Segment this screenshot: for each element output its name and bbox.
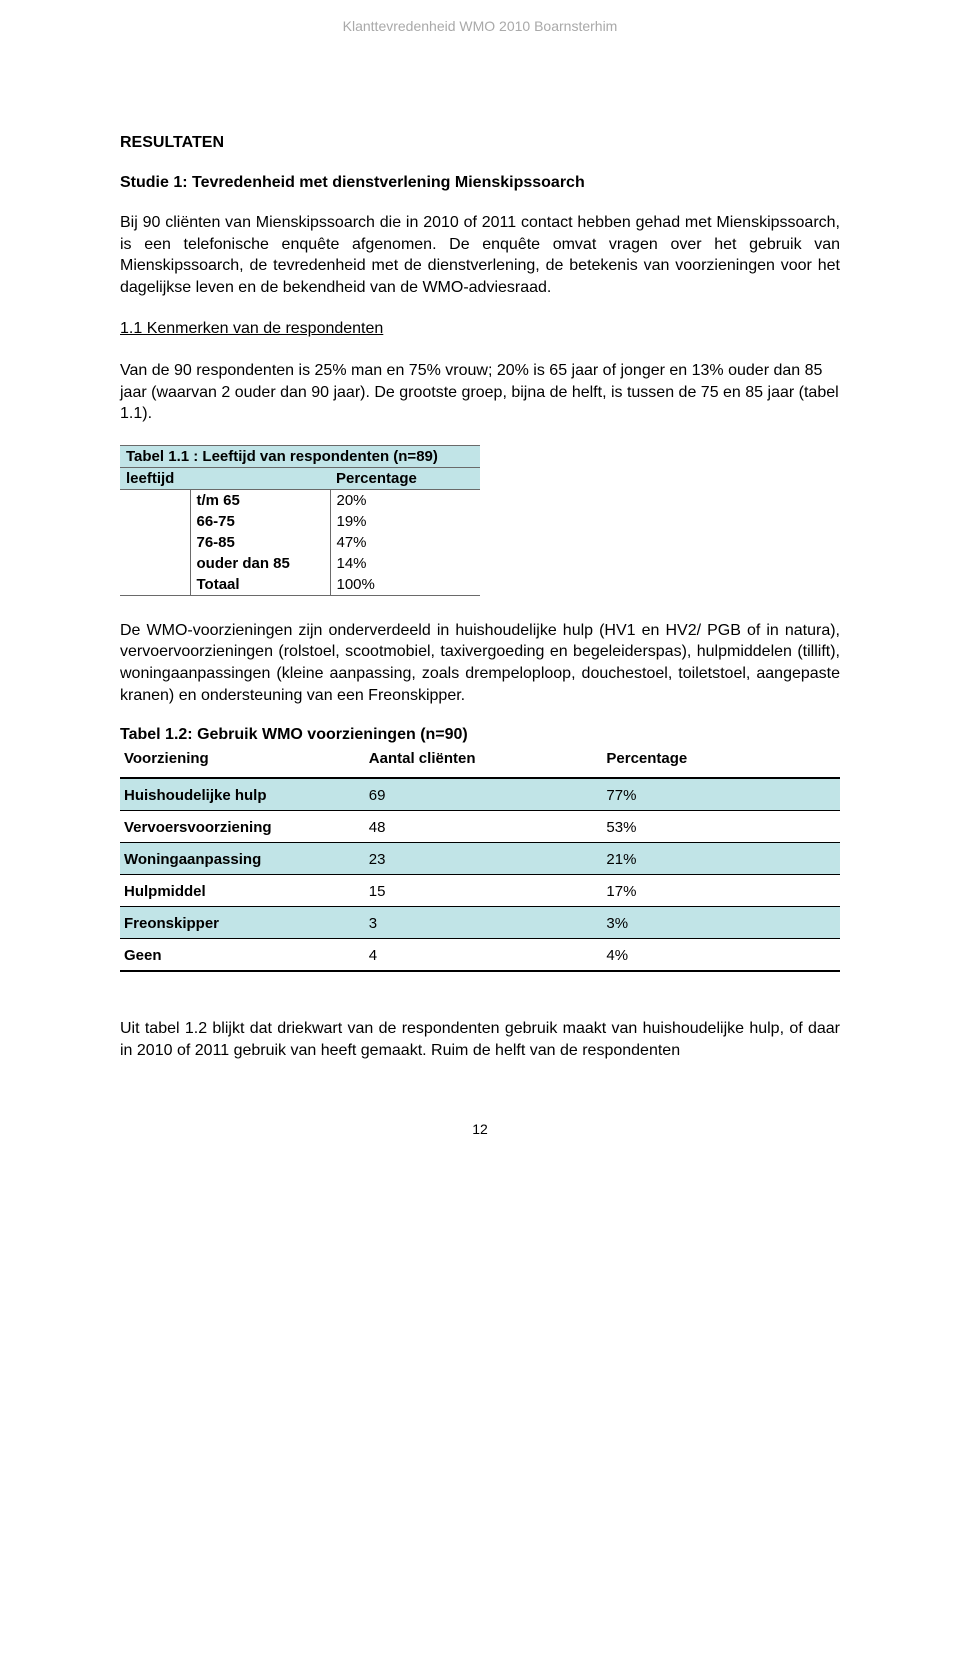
table-cell: 20% xyxy=(330,489,480,511)
table-cell: 14% xyxy=(330,553,480,574)
table-cell: 23 xyxy=(365,843,603,875)
paragraph-intro: Bij 90 cliënten van Mienskipssoarch die … xyxy=(120,212,840,298)
table-row: Huishoudelijke hulp xyxy=(120,778,365,811)
table-cell: 4 xyxy=(365,939,603,972)
table-cell: 47% xyxy=(330,532,480,553)
table-cell: 53% xyxy=(602,811,840,843)
table-1-1-head-leeftijd: leeftijd xyxy=(120,467,330,489)
paragraph-respondents: Van de 90 respondenten is 25% man en 75%… xyxy=(120,360,840,425)
table-row: 66-75 xyxy=(190,511,330,532)
table-cell: 100% xyxy=(330,574,480,596)
table-cell: 21% xyxy=(602,843,840,875)
table-cell: 48 xyxy=(365,811,603,843)
table-row: Woningaanpassing xyxy=(120,843,365,875)
table-1-2: Voorziening Aantal cliënten Percentage H… xyxy=(120,750,840,972)
table-cell: 4% xyxy=(602,939,840,972)
table-cell: 77% xyxy=(602,778,840,811)
table-1-2-head-aantal: Aantal cliënten xyxy=(365,750,603,778)
table-row: Vervoersvoorziening xyxy=(120,811,365,843)
table-row: Freonskipper xyxy=(120,907,365,939)
table-row: Geen xyxy=(120,939,365,972)
table-cell: 69 xyxy=(365,778,603,811)
section-title: RESULTATEN xyxy=(120,134,840,152)
table-1-2-caption: Tabel 1.2: Gebruik WMO voorzieningen (n=… xyxy=(120,726,840,744)
table-1-2-head-percentage: Percentage xyxy=(602,750,840,778)
table-1-1: Tabel 1.1 : Leeftijd van respondenten (n… xyxy=(120,445,480,596)
table-row: Totaal xyxy=(190,574,330,596)
table-cell: 17% xyxy=(602,875,840,907)
paragraph-wmo-voorzieningen: De WMO-voorzieningen zijn onderverdeeld … xyxy=(120,620,840,706)
table-row: Hulpmiddel xyxy=(120,875,365,907)
subsection-title: Studie 1: Tevredenheid met dienstverleni… xyxy=(120,174,840,192)
table-row: t/m 65 xyxy=(190,489,330,511)
table-1-1-head-percentage: Percentage xyxy=(330,467,480,489)
table-cell: 15 xyxy=(365,875,603,907)
table-cell: 3% xyxy=(602,907,840,939)
table-row: 76-85 xyxy=(190,532,330,553)
table-cell: 3 xyxy=(365,907,603,939)
subsection-1-1-title: 1.1 Kenmerken van de respondenten xyxy=(120,318,840,340)
table-1-1-caption: Tabel 1.1 : Leeftijd van respondenten (n… xyxy=(120,445,480,467)
table-cell: 19% xyxy=(330,511,480,532)
table-row: ouder dan 85 xyxy=(190,553,330,574)
page-number: 12 xyxy=(120,1121,840,1137)
paragraph-conclusion: Uit tabel 1.2 blijkt dat driekwart van d… xyxy=(120,1018,840,1061)
table-1-2-head-voorziening: Voorziening xyxy=(120,750,365,778)
document-header: Klanttevredenheid WMO 2010 Boarnsterhim xyxy=(120,18,840,34)
